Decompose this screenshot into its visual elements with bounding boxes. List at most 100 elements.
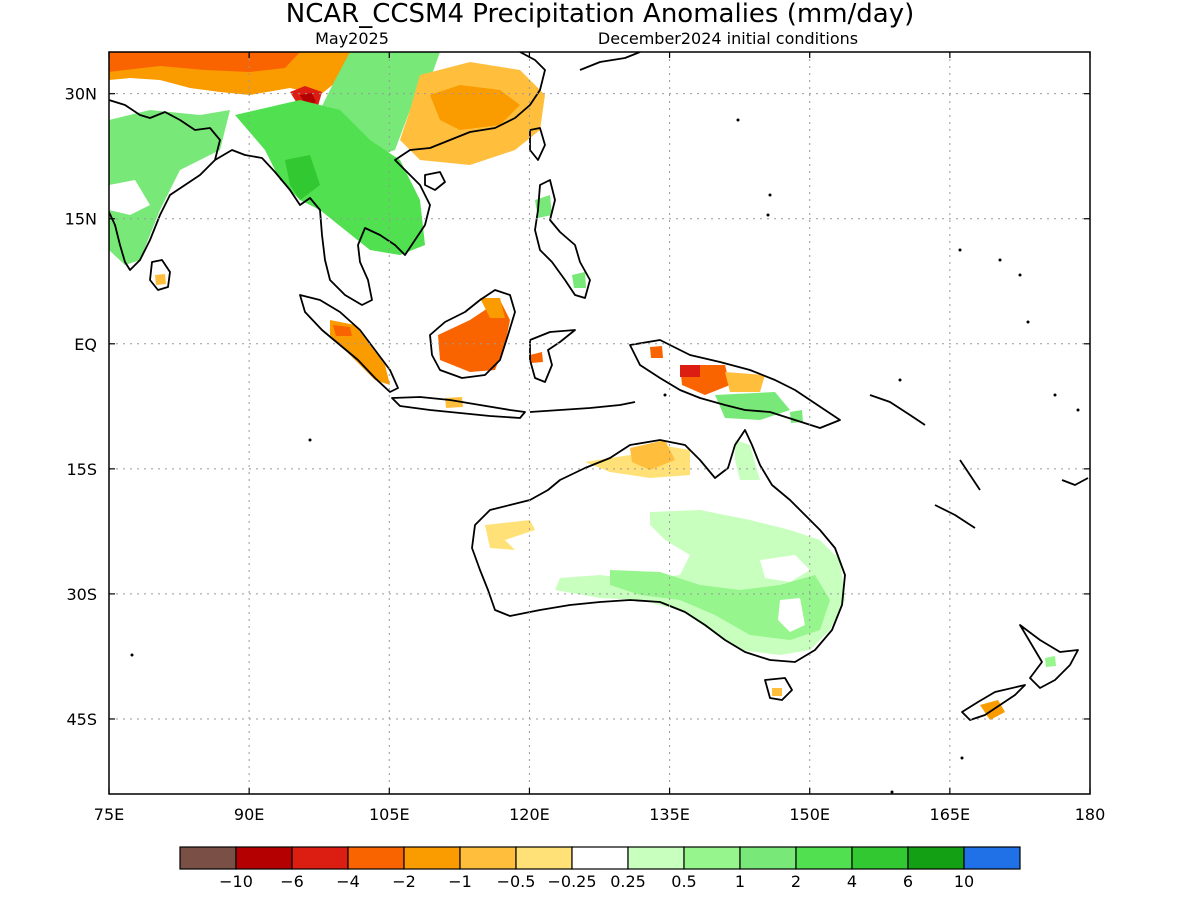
coastline-vanuatu [959, 459, 981, 491]
anomaly-himalaya-very-dry [109, 52, 300, 72]
colorbar-label: 2 [791, 872, 801, 891]
lon-tick-label: 135E [649, 805, 690, 824]
colorbar-label: 0.25 [610, 872, 646, 891]
colorbar-label: 4 [847, 872, 857, 891]
colorbar-swatch [739, 846, 797, 870]
coastline-new-guinea [629, 339, 841, 429]
coastline-hainan [424, 171, 446, 191]
coastline-tasmania [764, 677, 793, 701]
colorbar-swatch [459, 846, 517, 870]
lat-tick-label: 45S [66, 710, 97, 729]
small-islands [130, 118, 1080, 794]
colorbar-swatch [403, 846, 461, 870]
coastline-sumatra [299, 294, 399, 393]
anomaly-birdshead-dry [650, 346, 663, 358]
anomaly-srilanka-dry [155, 274, 166, 285]
map-frame [108, 51, 1091, 795]
colorbar-label: 0.5 [671, 872, 696, 891]
longitude-axis: 75E 90E 105E 120E 135E 150E 165E 180 [94, 52, 1106, 824]
colorbar-swatch [571, 846, 629, 870]
colorbar-swatch [627, 846, 685, 870]
coastline-new-caledonia [934, 504, 976, 529]
anomaly-arnhem-dry [630, 440, 675, 470]
colorbar-label: −0.25 [547, 872, 596, 891]
map-background [109, 52, 1090, 794]
colorbar-swatch [795, 846, 853, 870]
lat-tick-label: 15S [66, 460, 97, 479]
anomaly-newguinea-dry-east [725, 372, 765, 392]
coastline-nz-south [961, 684, 1026, 721]
colorbar-swatch [907, 846, 965, 870]
anomaly-sumatra-dry-core [333, 325, 352, 336]
anomaly-australia-wet-core [610, 570, 830, 640]
colorbar-label: 10 [954, 872, 974, 891]
coastline-sulawesi [529, 329, 576, 383]
coastline-srilanka [149, 259, 171, 291]
colorbar-swatch [347, 846, 405, 870]
anomaly-tasmania-dry [772, 688, 782, 696]
anomaly-myanmar-peak-extreme [300, 93, 316, 106]
lon-tick-label: 165E [930, 805, 971, 824]
coastline-taiwan [529, 127, 546, 161]
anomaly-newguinea-very-dry [680, 365, 700, 377]
anomaly-borneo-dry-edge [480, 298, 505, 318]
anomaly-sumatra-dry [330, 320, 390, 385]
colorbar-label: −2 [392, 872, 416, 891]
coastline-japan [579, 52, 641, 71]
anomaly-australia-white-gap [760, 555, 810, 582]
lat-tick-label: EQ [74, 335, 97, 354]
colorbar-swatch [515, 846, 573, 870]
colorbar-label: −6 [280, 872, 304, 891]
gridlines [109, 52, 1090, 794]
coastline-nz-north [1019, 624, 1079, 689]
coastline-borneo [429, 289, 516, 379]
colorbar-label: −1 [448, 872, 472, 891]
coastline-australia [471, 429, 846, 663]
anomaly-mindanao-wet [572, 272, 586, 288]
colorbar-swatch [683, 846, 741, 870]
coastlines [109, 52, 1089, 721]
coastline-fiji [1061, 477, 1089, 486]
coastline-java [391, 396, 526, 419]
lat-tick-label: 15N [65, 210, 97, 229]
colorbar-label: 1 [735, 872, 745, 891]
anomaly-indochina-wet [235, 100, 425, 255]
anomaly-west-australia-dry [485, 520, 535, 550]
lon-tick-label: 105E [369, 805, 410, 824]
colorbar-label: −0.5 [497, 872, 536, 891]
latitude-axis: 30N 15N EQ 15S 30S 45S [65, 85, 1090, 729]
coastline-philippines [534, 179, 591, 299]
anomaly-se-china-dry-core [430, 85, 520, 130]
anomaly-sulawesi-dry [530, 352, 543, 363]
colorbar-label: −4 [336, 872, 360, 891]
lat-tick-label: 30N [65, 85, 97, 104]
coastline-india [109, 99, 221, 271]
lon-tick-label: 90E [234, 805, 264, 824]
map-plot-area [109, 52, 1090, 794]
colorbar: −10 −6 −4 −2 −1 −0.5 −0.25 0.25 0.5 1 2 4 6 10 [179, 846, 1021, 891]
colorbar-swatch [291, 846, 349, 870]
anomaly-nz-north-wet [1045, 656, 1056, 667]
lon-tick-label: 150E [789, 805, 830, 824]
colorbar-swatch [179, 846, 237, 870]
lon-tick-label: 75E [94, 805, 124, 824]
lon-tick-label: 120E [509, 805, 550, 824]
colorbar-swatch [963, 846, 1021, 870]
anomaly-india-white-gap [109, 180, 150, 215]
anomaly-india-wet [109, 110, 230, 265]
colorbar-swatch [851, 846, 909, 870]
coastline-bay-of-bengal [214, 52, 546, 306]
colorbar-swatch [235, 846, 293, 870]
colorbar-label: −10 [219, 872, 253, 891]
lon-tick-label: 180 [1075, 805, 1106, 824]
coastline-solomons [869, 394, 926, 426]
initial-conditions: December2024 initial conditions [598, 29, 858, 48]
forecast-month: May2025 [315, 29, 389, 48]
colorbar-label: 6 [903, 872, 913, 891]
coastline-lesser-sunda [529, 401, 636, 413]
lat-tick-label: 30S [66, 585, 97, 604]
anomaly-myanmar-strong-wet [285, 155, 320, 200]
anomaly-queensland-wet [735, 440, 760, 480]
anomaly-nsw-white-gap [778, 598, 805, 632]
